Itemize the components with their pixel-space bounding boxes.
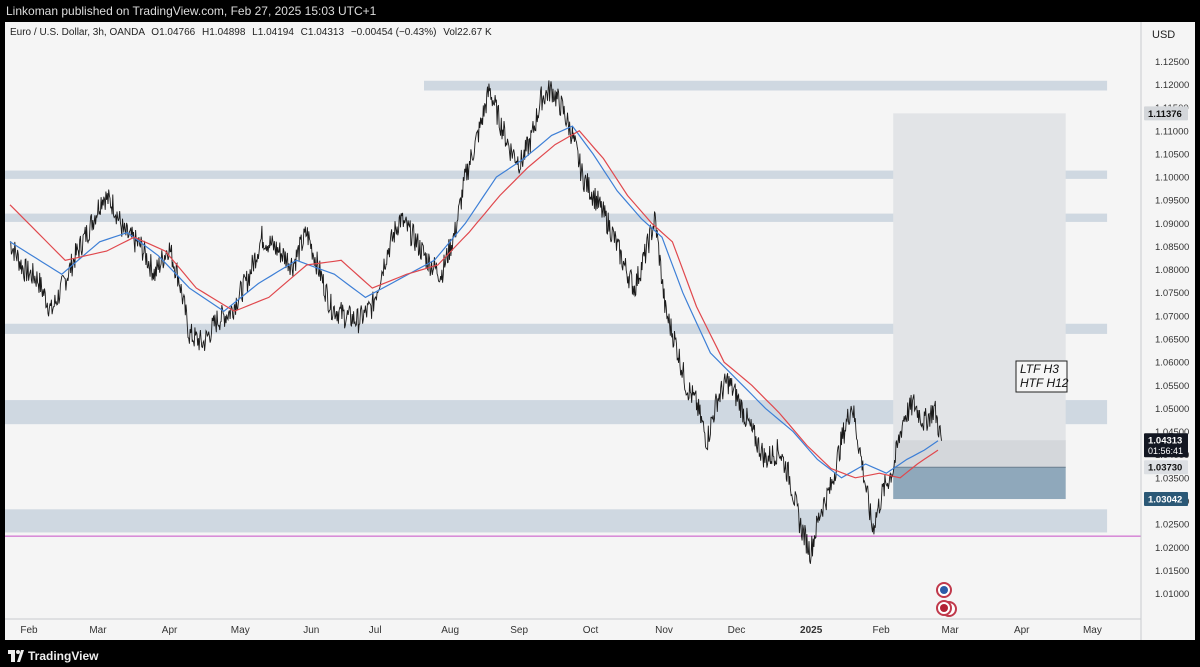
x-tick-label: Jul	[369, 625, 382, 636]
x-tick-label: Nov	[655, 625, 673, 636]
stop-price-badge-value: 1.03042	[1148, 495, 1182, 506]
annotation-line-2: HTF H12	[1020, 376, 1069, 390]
current-price-badge-value: 1.04313	[1148, 436, 1182, 447]
publish-info: Linkoman published on TradingView.com, F…	[6, 4, 377, 18]
y-tick-label: 1.02500	[1155, 520, 1189, 531]
stop-price-badge-bg	[1144, 492, 1188, 507]
y-tick-label: 1.04500	[1155, 427, 1189, 438]
entry-price-badge-value: 1.03730	[1148, 463, 1182, 474]
x-tick-label: Feb	[873, 625, 891, 636]
y-tick-label: 1.06500	[1155, 335, 1189, 346]
legend-volume: 22.67 K	[457, 27, 492, 38]
sr-zone-6[interactable]	[5, 509, 1108, 533]
chart-frame: LTF H3 HTF H12 USD 1.01000 1.01500 1.02000…	[5, 22, 1195, 640]
entry-price-badge-bg	[1144, 460, 1188, 475]
sr-zone-3[interactable]	[5, 213, 1108, 222]
legend-symbol: Euro / U.S. Dollar, 3h, OANDA	[10, 27, 145, 38]
target-price-badge-bg	[1144, 106, 1188, 121]
symbol-legend[interactable]: Euro / U.S. Dollar, 3h, OANDA O1.04766 H…	[10, 27, 492, 38]
y-tick-label: 1.07500	[1155, 288, 1189, 299]
y-tick-label: 1.01000	[1155, 589, 1189, 600]
tradingview-logo-icon	[8, 650, 24, 662]
x-tick-label: May	[1083, 625, 1102, 636]
x-tick-label: Mar	[942, 625, 960, 636]
legend-close: 1.04313	[308, 27, 345, 38]
price-series[interactable]	[9, 80, 942, 564]
y-tick-label: 1.08500	[1155, 242, 1189, 253]
current-price-badge-countdown: 01:56:41	[1148, 446, 1183, 456]
legend-low-label: L	[252, 27, 258, 38]
legend-volume-label: Vol	[443, 27, 457, 38]
y-tick-label: 1.09000	[1155, 219, 1189, 230]
sr-zone-2[interactable]	[5, 170, 1108, 179]
y-tick-label: 1.01500	[1155, 566, 1189, 577]
legend-open-label: O	[151, 27, 159, 38]
publish-header: Linkoman published on TradingView.com, F…	[0, 0, 1200, 22]
y-tick-label: 1.10000	[1155, 173, 1189, 184]
annotation-line-1: LTF H3	[1020, 362, 1059, 376]
y-tick-label: 1.08000	[1155, 265, 1189, 276]
y-tick-label: 1.09500	[1155, 196, 1189, 207]
y-tick-label: 1.12500	[1155, 57, 1189, 68]
y-tick-label: 1.03500	[1155, 473, 1189, 484]
legend-change: −0.00454 (−0.43%)	[351, 27, 437, 38]
eu-flag-icon	[940, 586, 948, 594]
sr-zone-1[interactable]	[424, 80, 1108, 91]
x-tick-label: Mar	[89, 625, 107, 636]
x-tick-label: May	[231, 625, 250, 636]
price-chart[interactable]: LTF H3 HTF H12 USD 1.01000 1.01500 1.02000…	[5, 22, 1195, 640]
annotation-box[interactable]	[1015, 360, 1068, 393]
x-tick-label: Dec	[728, 625, 746, 636]
x-tick-label: Aug	[441, 625, 459, 636]
footer-bar: TradingView	[0, 645, 1200, 667]
stop-zone[interactable]	[893, 467, 1066, 500]
x-tick-label: Apr	[162, 625, 178, 636]
legend-high-label: H	[202, 27, 209, 38]
y-tick-label: 1.07000	[1155, 311, 1189, 322]
y-tick-label: 1.11000	[1155, 126, 1189, 137]
brand-name: TradingView	[28, 649, 99, 663]
ema-blue-line[interactable]	[9, 125, 939, 479]
us-flag-inner-icon	[940, 604, 948, 612]
y-tick-label: 1.10500	[1155, 149, 1189, 160]
svg-text:Euro / U.S. Dollar, 3h, OANDA: Euro / U.S. Dollar, 3h, OANDA O1.04766 H…	[10, 27, 492, 38]
x-tick-label: Apr	[1014, 625, 1030, 636]
ema-red-line[interactable]	[9, 130, 939, 479]
profit-zone[interactable]	[893, 113, 1066, 468]
open-profit-zone	[893, 440, 1066, 468]
legend-open: 1.04766	[159, 27, 196, 38]
y-tick-label: 1.12000	[1155, 80, 1189, 91]
sr-zone-4[interactable]	[5, 323, 1108, 334]
x-tick-label: 2025	[800, 625, 823, 636]
x-tick-label: Oct	[583, 625, 599, 636]
x-tick-label: Sep	[510, 625, 528, 636]
y-tick-label: 1.05000	[1155, 404, 1189, 415]
legend-low: 1.04194	[258, 27, 295, 38]
current-price-badge-bg	[1144, 433, 1188, 458]
legend-high: 1.04898	[209, 27, 246, 38]
legend-close-label: C	[301, 27, 308, 38]
y-tick-label: 1.05500	[1155, 381, 1189, 392]
y-tick-label: 1.02000	[1155, 543, 1189, 554]
x-tick-label: Feb	[20, 625, 38, 636]
y-axis-currency: USD	[1152, 29, 1175, 41]
y-tick-label: 1.06000	[1155, 358, 1189, 369]
target-price-badge-value: 1.11376	[1148, 109, 1182, 120]
x-tick-label: Jun	[303, 625, 319, 636]
